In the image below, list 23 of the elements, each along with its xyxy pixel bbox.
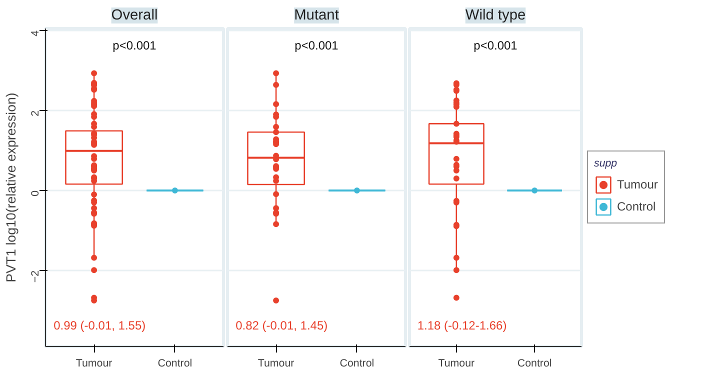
- legend-label: Tumour: [617, 178, 658, 192]
- x-tick-label: Control: [158, 358, 192, 370]
- y-tick-label: −2: [30, 270, 42, 283]
- annotation: 1.18 (-0.12-1.66): [417, 318, 507, 332]
- annotation: p<0.001: [294, 38, 339, 52]
- y-tick-label: 2: [30, 110, 42, 116]
- legend-label: Control: [617, 200, 657, 214]
- chart-title: Overall: [111, 8, 158, 24]
- annotation: p<0.001: [112, 38, 157, 52]
- legend-title: supp: [594, 158, 618, 170]
- annotation: 0.99 (-0.01, 1.55): [54, 318, 146, 332]
- y-axis-title: PVT1 log10(relative expression): [4, 92, 18, 282]
- x-tick-label: Control: [340, 358, 374, 370]
- x-tick-label: Tumour: [76, 358, 113, 370]
- x-tick-label: Tumour: [438, 358, 476, 370]
- chart-title: Mutant: [294, 8, 339, 24]
- y-tick-label: 4: [30, 30, 42, 36]
- x-tick-label: Control: [517, 358, 552, 370]
- annotation: p<0.001: [474, 38, 518, 52]
- chart-title: Wild type: [465, 8, 526, 24]
- y-tick-label: 0: [30, 190, 42, 196]
- x-tick-label: Tumour: [258, 358, 295, 370]
- annotation: 0.82 (-0.01, 1.45): [236, 318, 328, 332]
